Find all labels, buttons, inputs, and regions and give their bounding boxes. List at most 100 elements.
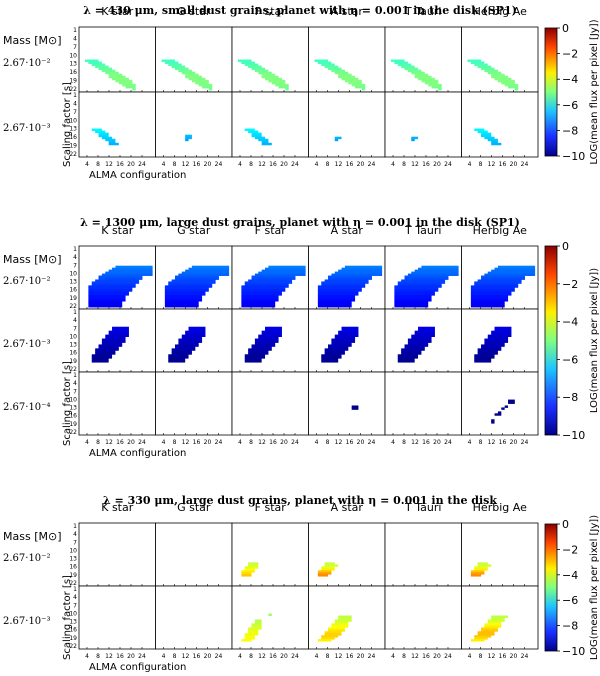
config-tick: 24: [521, 439, 529, 446]
heatmap-cell: [105, 336, 126, 339]
heatmap-cell: [341, 267, 383, 271]
heatmap-cell: [241, 305, 276, 308]
heatmap-cell: [411, 336, 432, 339]
heatmap-cell: [401, 348, 425, 351]
scaling-tick: 13: [69, 405, 77, 412]
heatmap-cell: [164, 303, 199, 306]
heatmap-cell: [397, 360, 415, 363]
heatmap-cell: [438, 87, 442, 91]
heatmap-cell: [241, 289, 286, 292]
panel-frame: [155, 91, 233, 158]
heatmap-cell: [208, 87, 213, 91]
scaling-tick: 10: [69, 333, 77, 340]
heatmap-cell: [477, 631, 495, 634]
config-tick: 4: [391, 161, 395, 168]
heatmap-cell: [88, 305, 123, 308]
heatmap-cell: [418, 326, 435, 330]
panel-frame: [78, 585, 156, 650]
heatmap-cell: [185, 330, 206, 334]
heatmap-cell: [95, 350, 116, 353]
heatmap-cell: [331, 340, 356, 343]
colorbar-tick-label: 0: [562, 22, 569, 35]
config-tick: 8: [249, 161, 253, 168]
config-tick: 8: [479, 653, 483, 660]
colorbar-tick-label: −4: [562, 569, 578, 582]
heatmap-cell: [338, 330, 359, 334]
heatmap-cell: [404, 67, 419, 71]
config-tick: 16: [499, 439, 507, 446]
panel-title: λ = 1300 μm, large dust grains, planet w…: [80, 216, 520, 229]
heatmap-cell: [178, 69, 192, 73]
heatmap-cell: [424, 81, 439, 85]
heatmap-cell: [407, 340, 432, 343]
config-tick: 24: [444, 439, 452, 446]
scaling-tick: 22: [69, 366, 77, 373]
heatmap-cell: [88, 291, 129, 294]
heatmap-cell: [321, 356, 342, 359]
colorbar-tick-label: −8: [562, 124, 578, 137]
heatmap-cell: [251, 132, 262, 136]
config-tick: 8: [249, 653, 253, 660]
heatmap-cell: [98, 275, 143, 278]
heatmap-cell: [467, 59, 482, 62]
heatmap-cell: [481, 346, 502, 349]
heatmap-cell: [401, 350, 422, 353]
config-tick: 16: [269, 439, 277, 446]
heatmap-cell: [341, 326, 359, 330]
scaling-tick: 19: [69, 421, 77, 428]
config-tick: 20: [127, 161, 135, 168]
heatmap-cell: [321, 637, 335, 640]
config-tick: 24: [138, 439, 146, 446]
heatmap-cell: [241, 639, 252, 642]
heatmap-cell: [338, 73, 352, 77]
heatmap-cell: [275, 83, 289, 87]
heatmap-cell: [265, 328, 282, 332]
heatmap-cell: [164, 287, 209, 290]
heatmap-cell: [470, 299, 509, 302]
config-tick: 8: [402, 439, 406, 446]
heatmap-cell: [481, 344, 505, 347]
colorbar-tick-label: −6: [562, 594, 578, 607]
heatmap-cell: [108, 330, 129, 334]
heatmap-cell: [394, 301, 429, 304]
heatmap-cell: [321, 354, 342, 357]
column-header: A star: [331, 5, 364, 18]
heatmap-cell: [171, 350, 192, 353]
heatmap-cell: [477, 352, 498, 355]
config-tick: 24: [521, 161, 529, 168]
heatmap-cell: [477, 279, 522, 282]
heatmap-cell: [91, 281, 140, 284]
column-header: Herbig Ae: [473, 501, 527, 514]
heatmap-cell: [265, 326, 282, 330]
heatmap-cell: [418, 328, 435, 332]
heatmap-cell: [261, 332, 282, 336]
heatmap-cell: [238, 59, 252, 62]
heatmap-cell: [317, 293, 359, 296]
heatmap-cell: [361, 87, 366, 91]
config-tick: 8: [173, 653, 177, 660]
heatmap-cell: [328, 275, 372, 278]
heatmap-cell: [481, 134, 492, 138]
config-tick: 8: [479, 439, 483, 446]
heatmap-cell: [324, 633, 342, 636]
mass-header: Mass [M⊙]: [3, 530, 61, 543]
heatmap-cell: [494, 326, 512, 330]
config-tick: 24: [138, 161, 146, 168]
heatmap-cell: [88, 285, 136, 288]
heatmap-cell: [171, 348, 196, 351]
heatmap-cell: [491, 142, 502, 146]
config-tick: 16: [422, 439, 430, 446]
heatmap-cell: [164, 289, 209, 292]
heatmap-cell: [244, 283, 289, 286]
scaling-tick: 19: [69, 295, 77, 302]
heatmap-cell: [185, 269, 230, 273]
heatmap-cell: [328, 629, 345, 632]
heatmap-cell: [91, 356, 113, 359]
scaling-tick: 22: [69, 151, 77, 158]
column-header: A star: [331, 501, 364, 514]
heatmap-cell: [411, 136, 419, 140]
heatmap-cell: [481, 132, 492, 136]
config-tick: 24: [444, 161, 452, 168]
config-tick: 20: [433, 161, 441, 168]
heatmap-cell: [470, 295, 509, 298]
